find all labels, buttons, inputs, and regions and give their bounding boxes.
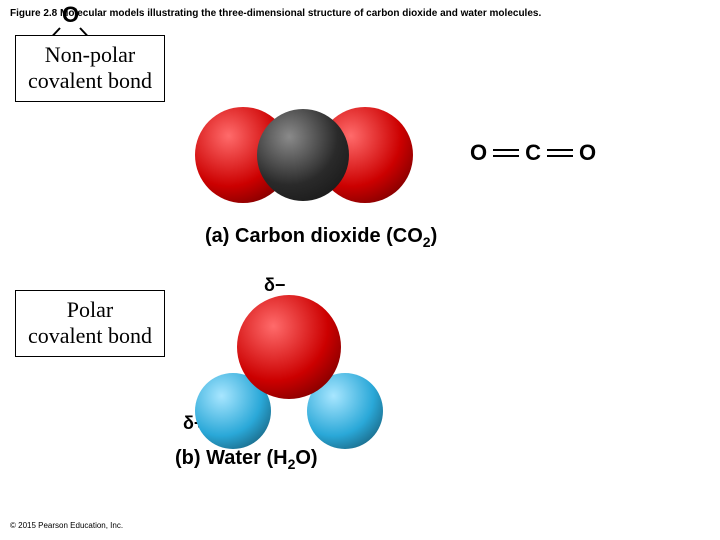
- nonpolar-line1: Non-polar: [28, 42, 152, 68]
- h2o-model: [195, 295, 395, 445]
- caption-a-sub: 2: [423, 234, 431, 250]
- co2-c-sphere: [257, 109, 349, 201]
- nonpolar-label-box: Non-polar covalent bond: [15, 35, 165, 102]
- polar-label-box: Polar covalent bond: [15, 290, 165, 357]
- caption-a-prefix: (a) Carbon dioxide (CO: [205, 225, 423, 247]
- h2o-o-sphere: [237, 295, 341, 399]
- caption-b: (b) Water (H2O): [175, 447, 318, 472]
- figure-caption: Figure 2.8 Molecular models illustrating…: [10, 8, 541, 19]
- struct-o2: O: [579, 140, 596, 166]
- polar-line2: covalent bond: [28, 323, 152, 349]
- caption-a-suffix: ): [431, 225, 438, 247]
- caption-b-prefix: (b) Water (H: [175, 447, 288, 469]
- struct-o1: O: [470, 140, 487, 166]
- copyright-text: © 2015 Pearson Education, Inc.: [10, 521, 123, 530]
- delta-negative: δ−: [264, 275, 285, 296]
- struct-c: C: [525, 140, 541, 166]
- double-bond-icon: [547, 149, 573, 157]
- polar-line1: Polar: [28, 297, 152, 323]
- co2-model: [195, 105, 415, 205]
- caption-a: (a) Carbon dioxide (CO2): [205, 225, 437, 250]
- nonpolar-line2: covalent bond: [28, 68, 152, 94]
- double-bond-icon: [493, 149, 519, 157]
- co2-structural-formula: O C O: [470, 140, 596, 166]
- caption-b-suffix: O): [295, 447, 317, 469]
